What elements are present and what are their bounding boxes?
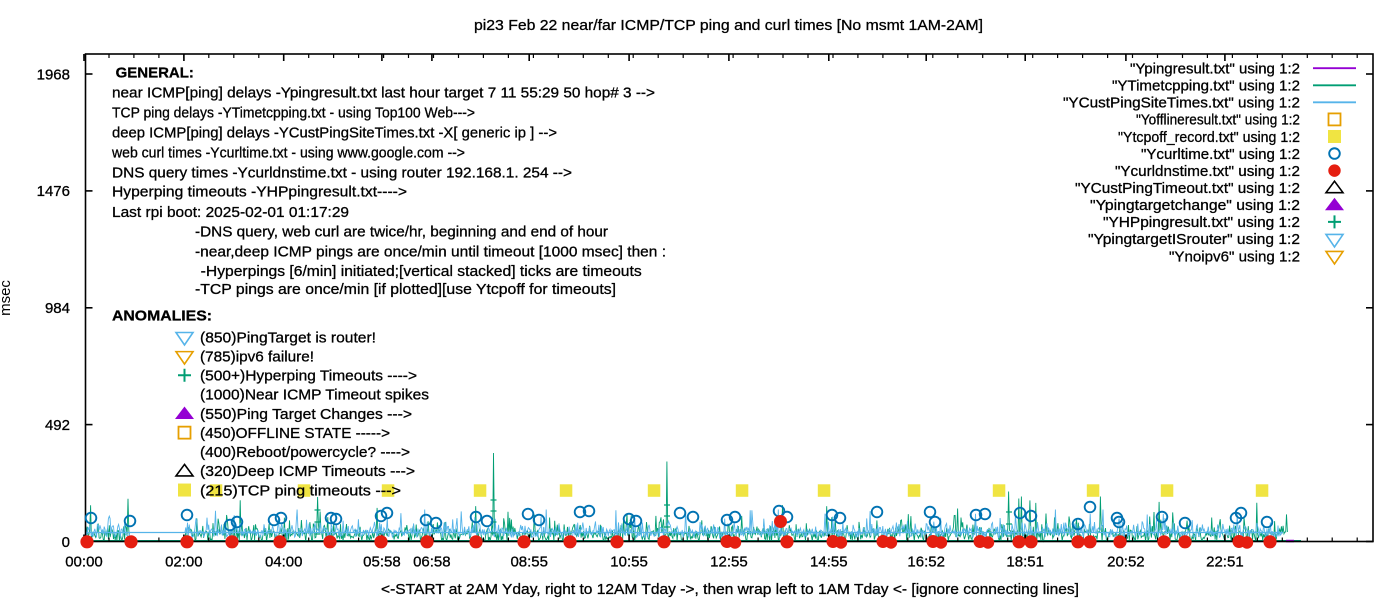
svg-text:984: 984: [45, 300, 70, 317]
svg-text:04:00: 04:00: [265, 554, 303, 571]
svg-text:18:51: 18:51: [1006, 554, 1044, 571]
svg-text:msec: msec: [0, 280, 14, 316]
svg-text:deep ICMP[ping] delays -YCustP: deep ICMP[ping] delays -YCustPingSiteTim…: [112, 124, 557, 141]
svg-text:ANOMALIES:: ANOMALIES:: [112, 307, 212, 324]
svg-text:02:00: 02:00: [165, 554, 203, 571]
svg-text:"Ycurldnstime.txt" using 1:2: "Ycurldnstime.txt" using 1:2: [1115, 163, 1300, 180]
svg-text:08:55: 08:55: [510, 554, 548, 571]
svg-text:(850)PingTarget is router!: (850)PingTarget is router!: [200, 329, 376, 346]
svg-text:Hyperping timeouts -YHPpingres: Hyperping timeouts -YHPpingresult.txt---…: [112, 183, 407, 200]
svg-text:16:52: 16:52: [907, 554, 945, 571]
svg-text:"Ynoipv6" using 1:2: "Ynoipv6" using 1:2: [1169, 248, 1300, 265]
svg-text:1476: 1476: [37, 183, 70, 200]
svg-text:10:55: 10:55: [610, 554, 648, 571]
svg-text:<-START at 2AM Yday, right to: <-START at 2AM Yday, right to 12AM Tday …: [381, 581, 1079, 598]
svg-text:(1000)Near ICMP Timeout spikes: (1000)Near ICMP Timeout spikes: [200, 387, 429, 404]
svg-text:(215)TCP ping timeouts --->: (215)TCP ping timeouts --->: [200, 482, 401, 499]
svg-text:-near,deep ICMP pings are once: -near,deep ICMP pings are once/min until…: [195, 243, 666, 260]
svg-text:Last rpi boot: 2025-02-01 01:1: Last rpi boot: 2025-02-01 01:17:29: [112, 204, 349, 221]
svg-text:06:58: 06:58: [413, 554, 451, 571]
svg-text:"YCustPingTimeout.txt" using 1: "YCustPingTimeout.txt" using 1:2: [1075, 180, 1300, 197]
svg-text:-Hyperpings [6/min] initiated;: -Hyperpings [6/min] initiated;[vertical …: [201, 263, 642, 280]
svg-text:(450)OFFLINE STATE ----->: (450)OFFLINE STATE ----->: [200, 425, 390, 442]
svg-text:0: 0: [62, 534, 70, 551]
svg-text:"Ypingtargetchange" using 1:2: "Ypingtargetchange" using 1:2: [1090, 197, 1300, 214]
svg-text:(500+)Hyperping Timeouts ---->: (500+)Hyperping Timeouts ---->: [200, 368, 417, 385]
svg-text:"Ypingresult.txt" using 1:2: "Ypingresult.txt" using 1:2: [1130, 61, 1300, 78]
svg-text:12:55: 12:55: [710, 554, 748, 571]
svg-text:web curl times -Ycurltime.txt: web curl times -Ycurltime.txt - using ww…: [111, 144, 465, 161]
svg-text:05:58: 05:58: [363, 554, 401, 571]
svg-text:"YHPpingresult.txt" using 1:2: "YHPpingresult.txt" using 1:2: [1103, 214, 1300, 231]
svg-text:14:55: 14:55: [810, 554, 848, 571]
svg-text:00:00: 00:00: [65, 554, 103, 571]
svg-text:near ICMP[ping] delays -Ypingr: near ICMP[ping] delays -Ypingresult.txt …: [112, 84, 655, 101]
svg-text:"YpingtargetISrouter" using 1:: "YpingtargetISrouter" using 1:2: [1088, 231, 1300, 248]
svg-text:"Ytcpoff_record.txt" using 1:2: "Ytcpoff_record.txt" using 1:2: [1118, 129, 1300, 146]
svg-text:"YTimetcpping.txt" using 1:2: "YTimetcpping.txt" using 1:2: [1112, 78, 1300, 95]
svg-text:(785)ipv6 failure!: (785)ipv6 failure!: [200, 348, 314, 365]
svg-text:492: 492: [45, 417, 70, 434]
svg-text:"Ycurltime.txt" using 1:2: "Ycurltime.txt" using 1:2: [1141, 146, 1300, 163]
svg-text:-TCP pings are once/min [if pl: -TCP pings are once/min [if plotted][use…: [195, 281, 616, 298]
svg-text:1968: 1968: [37, 66, 70, 83]
svg-text:DNS query times -Ycurldnstime.: DNS query times -Ycurldnstime.txt - usin…: [112, 164, 572, 181]
svg-text:GENERAL:: GENERAL:: [116, 64, 194, 81]
svg-text:"YCustPingSiteTimes.txt" using: "YCustPingSiteTimes.txt" using 1:2: [1063, 95, 1300, 112]
svg-text:"Yofflineresult.txt" using 1:2: "Yofflineresult.txt" using 1:2: [1136, 112, 1300, 129]
svg-text:(400)Reboot/powercycle? ---->: (400)Reboot/powercycle? ---->: [200, 444, 410, 461]
svg-text:(320)Deep ICMP Timeouts --->: (320)Deep ICMP Timeouts --->: [200, 463, 415, 480]
svg-text:20:52: 20:52: [1107, 554, 1145, 571]
svg-text:TCP ping delays -YTimetcpping.: TCP ping delays -YTimetcpping.txt - usin…: [112, 104, 475, 121]
svg-text:(550)Ping Target Changes --->: (550)Ping Target Changes --->: [200, 406, 412, 423]
svg-text:pi23 Feb 22 near/far ICMP/TCP: pi23 Feb 22 near/far ICMP/TCP ping and c…: [474, 17, 983, 34]
svg-text:22:51: 22:51: [1206, 554, 1244, 571]
svg-text:-DNS query, web curl are twice: -DNS query, web curl are twice/hr, begin…: [195, 223, 608, 240]
